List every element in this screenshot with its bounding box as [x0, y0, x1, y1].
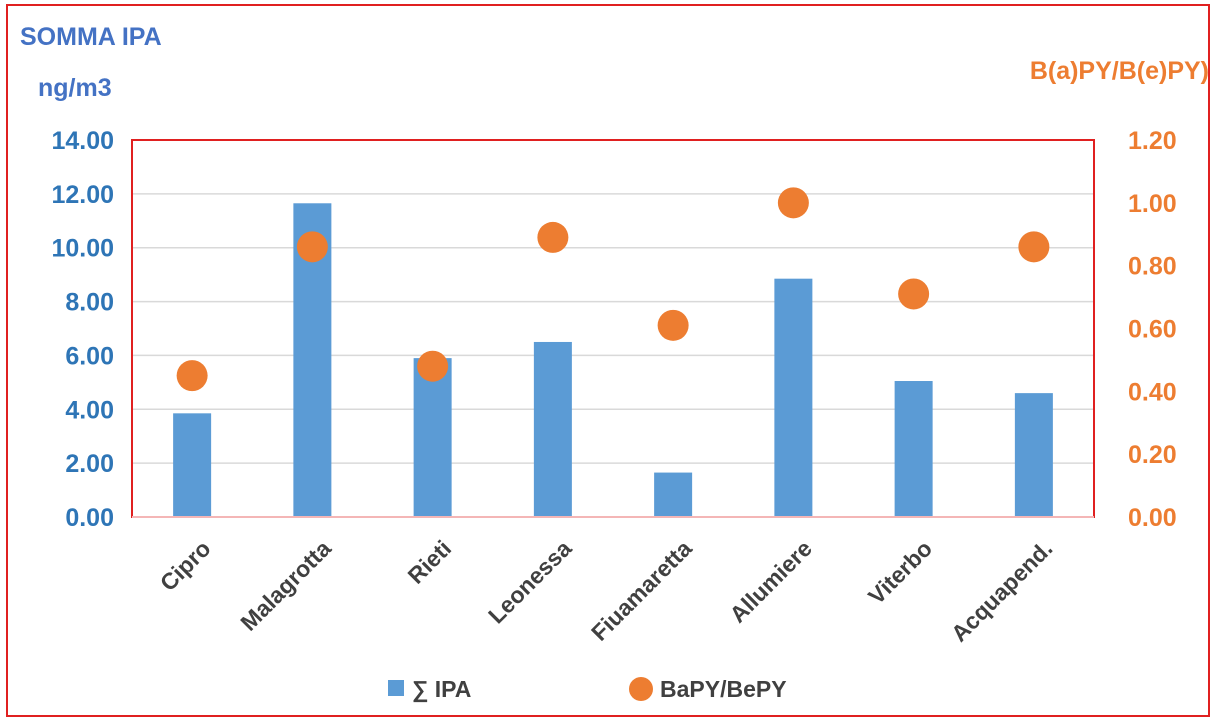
data-point	[417, 350, 449, 382]
category-label: Acquapend.	[946, 535, 1057, 646]
right-tick-label: 0.00	[1128, 504, 1177, 532]
left-tick-label: 8.00	[65, 289, 114, 317]
bar	[894, 381, 933, 517]
scatter-series	[176, 187, 1050, 392]
right-tick-label: 1.20	[1128, 127, 1177, 155]
left-tick-label: 10.00	[51, 235, 114, 263]
category-labels: Cipro Malagrotta Rieti Leonessa Fiuamaretta A…	[155, 535, 1058, 647]
bar	[654, 472, 693, 517]
data-point	[777, 187, 809, 219]
category-label: Allumiere	[724, 535, 817, 628]
right-tick-label: 0.40	[1128, 378, 1177, 406]
category-label: Cipro	[155, 535, 216, 596]
bar	[1014, 393, 1053, 517]
legend-swatch-bar	[388, 680, 404, 696]
bar	[413, 358, 452, 517]
category-label: Leonessa	[483, 535, 577, 629]
data-point	[537, 221, 569, 253]
right-tick-label: 0.60	[1128, 316, 1177, 344]
left-axis-title: SOMMA IPA	[20, 23, 162, 51]
right-tick-label: 0.80	[1128, 253, 1177, 281]
category-label: Malagrotta	[235, 535, 336, 636]
data-point	[898, 278, 930, 310]
bar	[173, 413, 212, 517]
data-point	[1018, 231, 1050, 263]
bar-series	[132, 203, 1094, 518]
bar	[533, 341, 572, 517]
bar	[774, 278, 813, 517]
right-tick-label: 1.00	[1128, 190, 1177, 218]
category-label: Viterbo	[863, 535, 937, 609]
category-label: Rieti	[403, 535, 457, 589]
gridlines	[132, 139, 1094, 518]
left-tick-label: 12.00	[51, 181, 114, 209]
data-point	[176, 360, 208, 392]
right-tick-label: 0.20	[1128, 441, 1177, 469]
data-point	[296, 231, 328, 263]
category-label: Fiuamaretta	[586, 535, 697, 646]
left-tick-label: 4.00	[65, 396, 114, 424]
left-tick-label: 14.00	[51, 127, 114, 155]
left-tick-label: 0.00	[65, 504, 114, 532]
legend: ∑ IPA BaPY/BePY	[388, 676, 787, 703]
right-axis-title: B(a)PY/B(e)PY)	[1030, 57, 1209, 85]
legend-label-dot: BaPY/BePY	[660, 676, 787, 702]
chart-frame	[6, 4, 1210, 717]
legend-swatch-dot	[629, 677, 653, 701]
legend-label-bar: ∑ IPA	[412, 676, 471, 703]
left-axis-ticks: 0.00 2.00 4.00 6.00 8.00 10.00 12.00 14.00	[51, 127, 114, 532]
left-tick-label: 6.00	[65, 342, 114, 370]
plot-area-border	[131, 139, 1095, 518]
data-point	[657, 309, 689, 341]
left-axis-unit: ng/m3	[38, 74, 112, 102]
left-tick-label: 2.00	[65, 450, 114, 478]
right-axis-ticks: 0.00 0.20 0.40 0.60 0.80 1.00 1.20	[1128, 127, 1177, 532]
